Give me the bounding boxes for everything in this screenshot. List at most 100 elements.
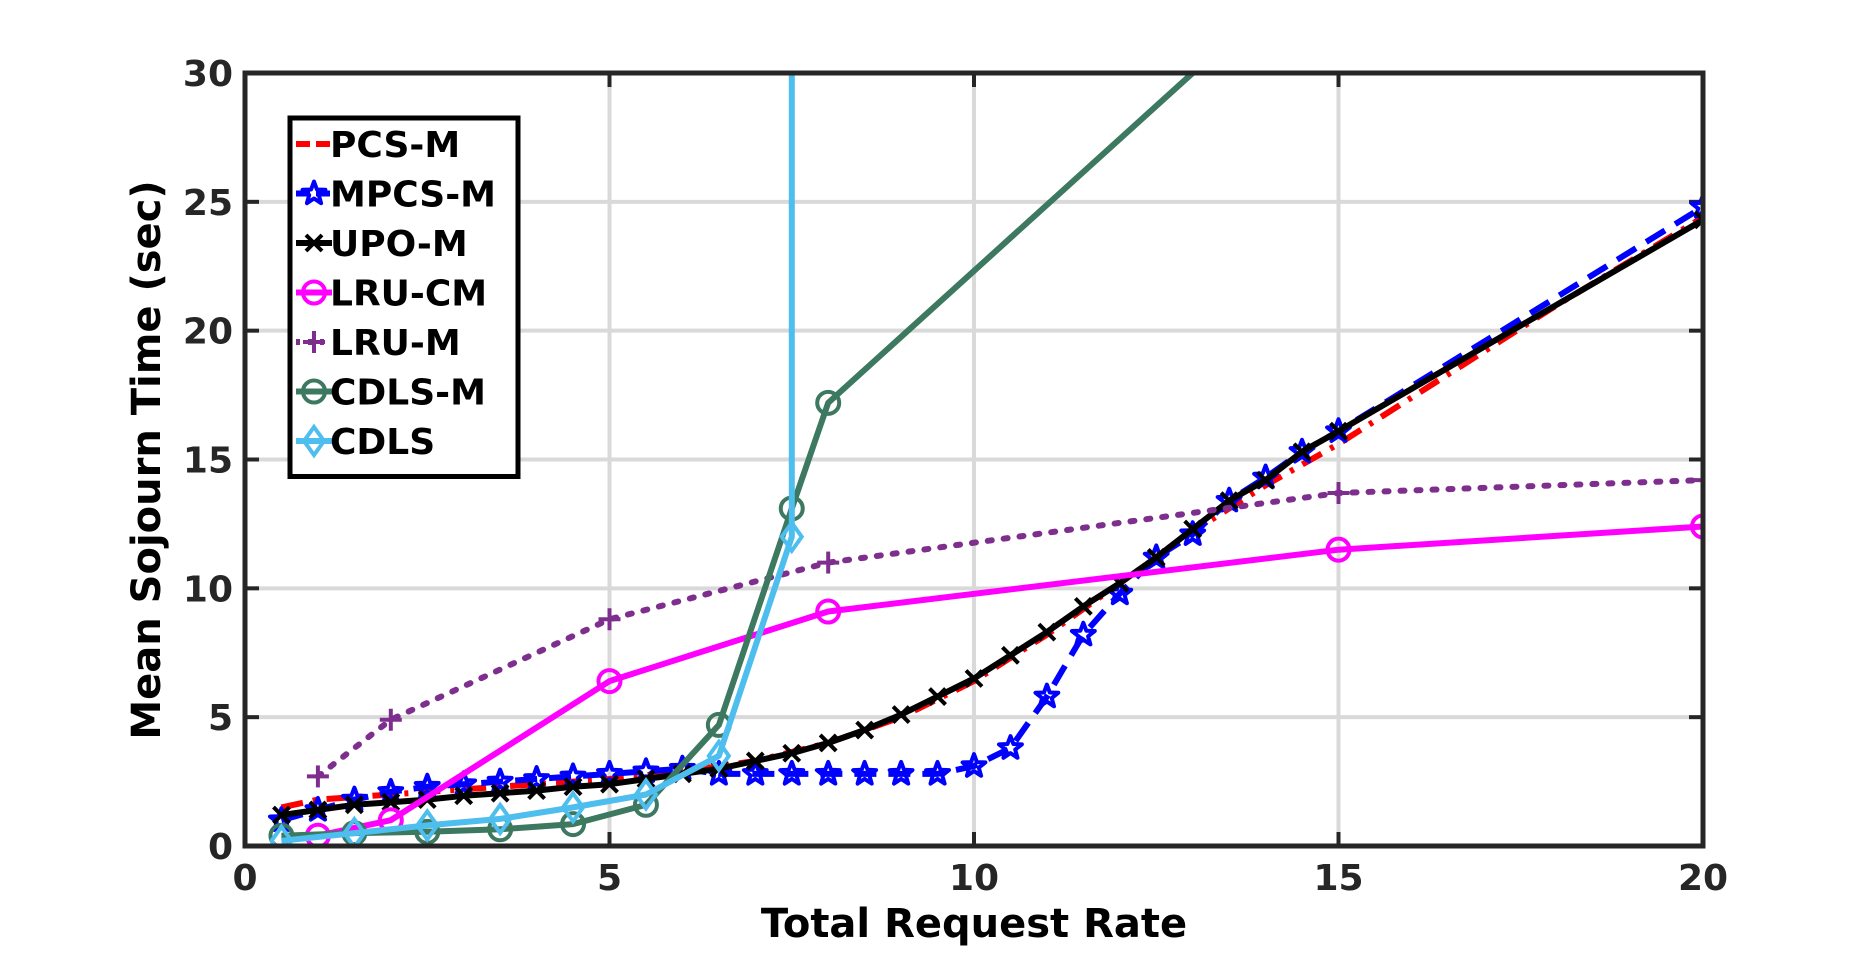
data-point <box>815 389 842 416</box>
data-point <box>306 765 329 788</box>
data-point <box>454 786 474 806</box>
x-tick-label: 15 <box>1313 858 1363 899</box>
data-point <box>596 759 623 786</box>
data-point <box>891 705 911 725</box>
data-point <box>887 759 915 786</box>
series-cdls <box>268 73 805 846</box>
data-point <box>487 801 513 837</box>
data-point <box>1069 620 1097 647</box>
legend-box <box>287 115 521 479</box>
data-point <box>563 777 583 797</box>
data-point <box>308 800 328 820</box>
data-point <box>414 807 440 843</box>
data-point <box>1327 481 1350 504</box>
data-point <box>559 762 587 789</box>
data-point <box>924 759 951 786</box>
legend-entry: MPCS-M <box>296 175 496 216</box>
data-point <box>928 687 947 706</box>
data-point <box>1146 547 1166 567</box>
y-tick-label: 25 <box>183 183 233 224</box>
data-point <box>596 668 623 695</box>
legend-entry: UPO-M <box>296 224 468 265</box>
series-line <box>281 73 795 844</box>
data-point <box>377 777 405 804</box>
data-point <box>814 759 842 786</box>
x-axis-title: Total Request Rate <box>761 901 1187 947</box>
data-point <box>818 733 838 753</box>
data-point <box>344 795 364 815</box>
data-point <box>523 765 550 791</box>
legend-entry: CDLS-M <box>296 373 486 414</box>
legend-marker <box>300 179 328 206</box>
data-point <box>741 759 769 786</box>
y-tick-label: 15 <box>183 441 233 482</box>
data-point <box>1325 536 1352 563</box>
data-point <box>1690 513 1703 540</box>
legend-entry: LRU-M <box>296 323 461 364</box>
data-point <box>855 720 875 740</box>
x-tick-label: 5 <box>597 858 622 899</box>
legend-marker <box>304 233 324 253</box>
series-line <box>314 477 1703 780</box>
data-point <box>341 815 367 846</box>
data-point <box>815 598 842 625</box>
data-point <box>560 811 587 838</box>
legend-label: MPCS-M <box>330 175 496 216</box>
data-point <box>964 669 984 688</box>
y-tick-label: 5 <box>208 698 233 739</box>
legend-entry: CDLS <box>296 422 435 463</box>
data-point <box>1693 210 1703 230</box>
data-point <box>272 805 291 825</box>
data-point <box>1689 193 1703 219</box>
data-point <box>1329 421 1348 441</box>
legend-marker <box>303 331 325 353</box>
y-axis-title: Mean Sojourn Time (sec) <box>124 180 170 739</box>
x-tick-label: 10 <box>949 858 999 899</box>
data-point <box>1692 469 1703 492</box>
legend-marker <box>301 423 327 459</box>
series-line <box>281 73 1195 839</box>
data-point <box>997 734 1024 760</box>
legend-label: CDLS <box>330 422 435 463</box>
data-point <box>851 759 879 786</box>
legend-label: CDLS-M <box>330 373 486 414</box>
series-line <box>280 204 1703 824</box>
data-point <box>1292 442 1312 462</box>
data-point <box>268 823 294 846</box>
legend-label: LRU-M <box>330 323 461 364</box>
series-layer <box>268 73 1703 846</box>
data-point <box>706 738 732 774</box>
data-point <box>486 767 514 794</box>
data-point <box>1001 645 1020 665</box>
data-point <box>1256 470 1276 490</box>
y-tick-label: 20 <box>183 312 233 353</box>
data-point <box>778 759 806 786</box>
data-point <box>1073 596 1093 616</box>
x-tick-label: 0 <box>232 858 257 899</box>
data-point <box>779 519 805 555</box>
plot-frame <box>242 70 1706 849</box>
data-point <box>1037 622 1057 642</box>
data-point <box>600 774 619 794</box>
data-point <box>560 789 586 825</box>
legend-label: PCS-M <box>330 125 460 166</box>
legend: PCS-M MPCS-M UPO-M LRU-CM LRU-M CDLS-M CDLS <box>287 115 521 479</box>
legend-marker <box>301 279 327 306</box>
data-point <box>745 751 765 771</box>
legend-label: UPO-M <box>330 224 468 265</box>
legend-entry: PCS-M <box>296 125 460 166</box>
y-tick-label: 30 <box>183 54 233 95</box>
data-point <box>414 818 441 845</box>
series-upo-m <box>272 210 1703 825</box>
data-point <box>633 777 659 812</box>
data-point <box>381 792 401 812</box>
legend-entry: LRU-CM <box>296 274 487 315</box>
legend-label: LRU-CM <box>330 274 487 315</box>
data-point <box>960 752 988 778</box>
x-tick-label: 20 <box>1678 858 1728 899</box>
data-point <box>1179 520 1207 546</box>
y-tick-label: 10 <box>183 569 233 610</box>
data-point <box>782 743 802 763</box>
data-point <box>379 708 402 731</box>
